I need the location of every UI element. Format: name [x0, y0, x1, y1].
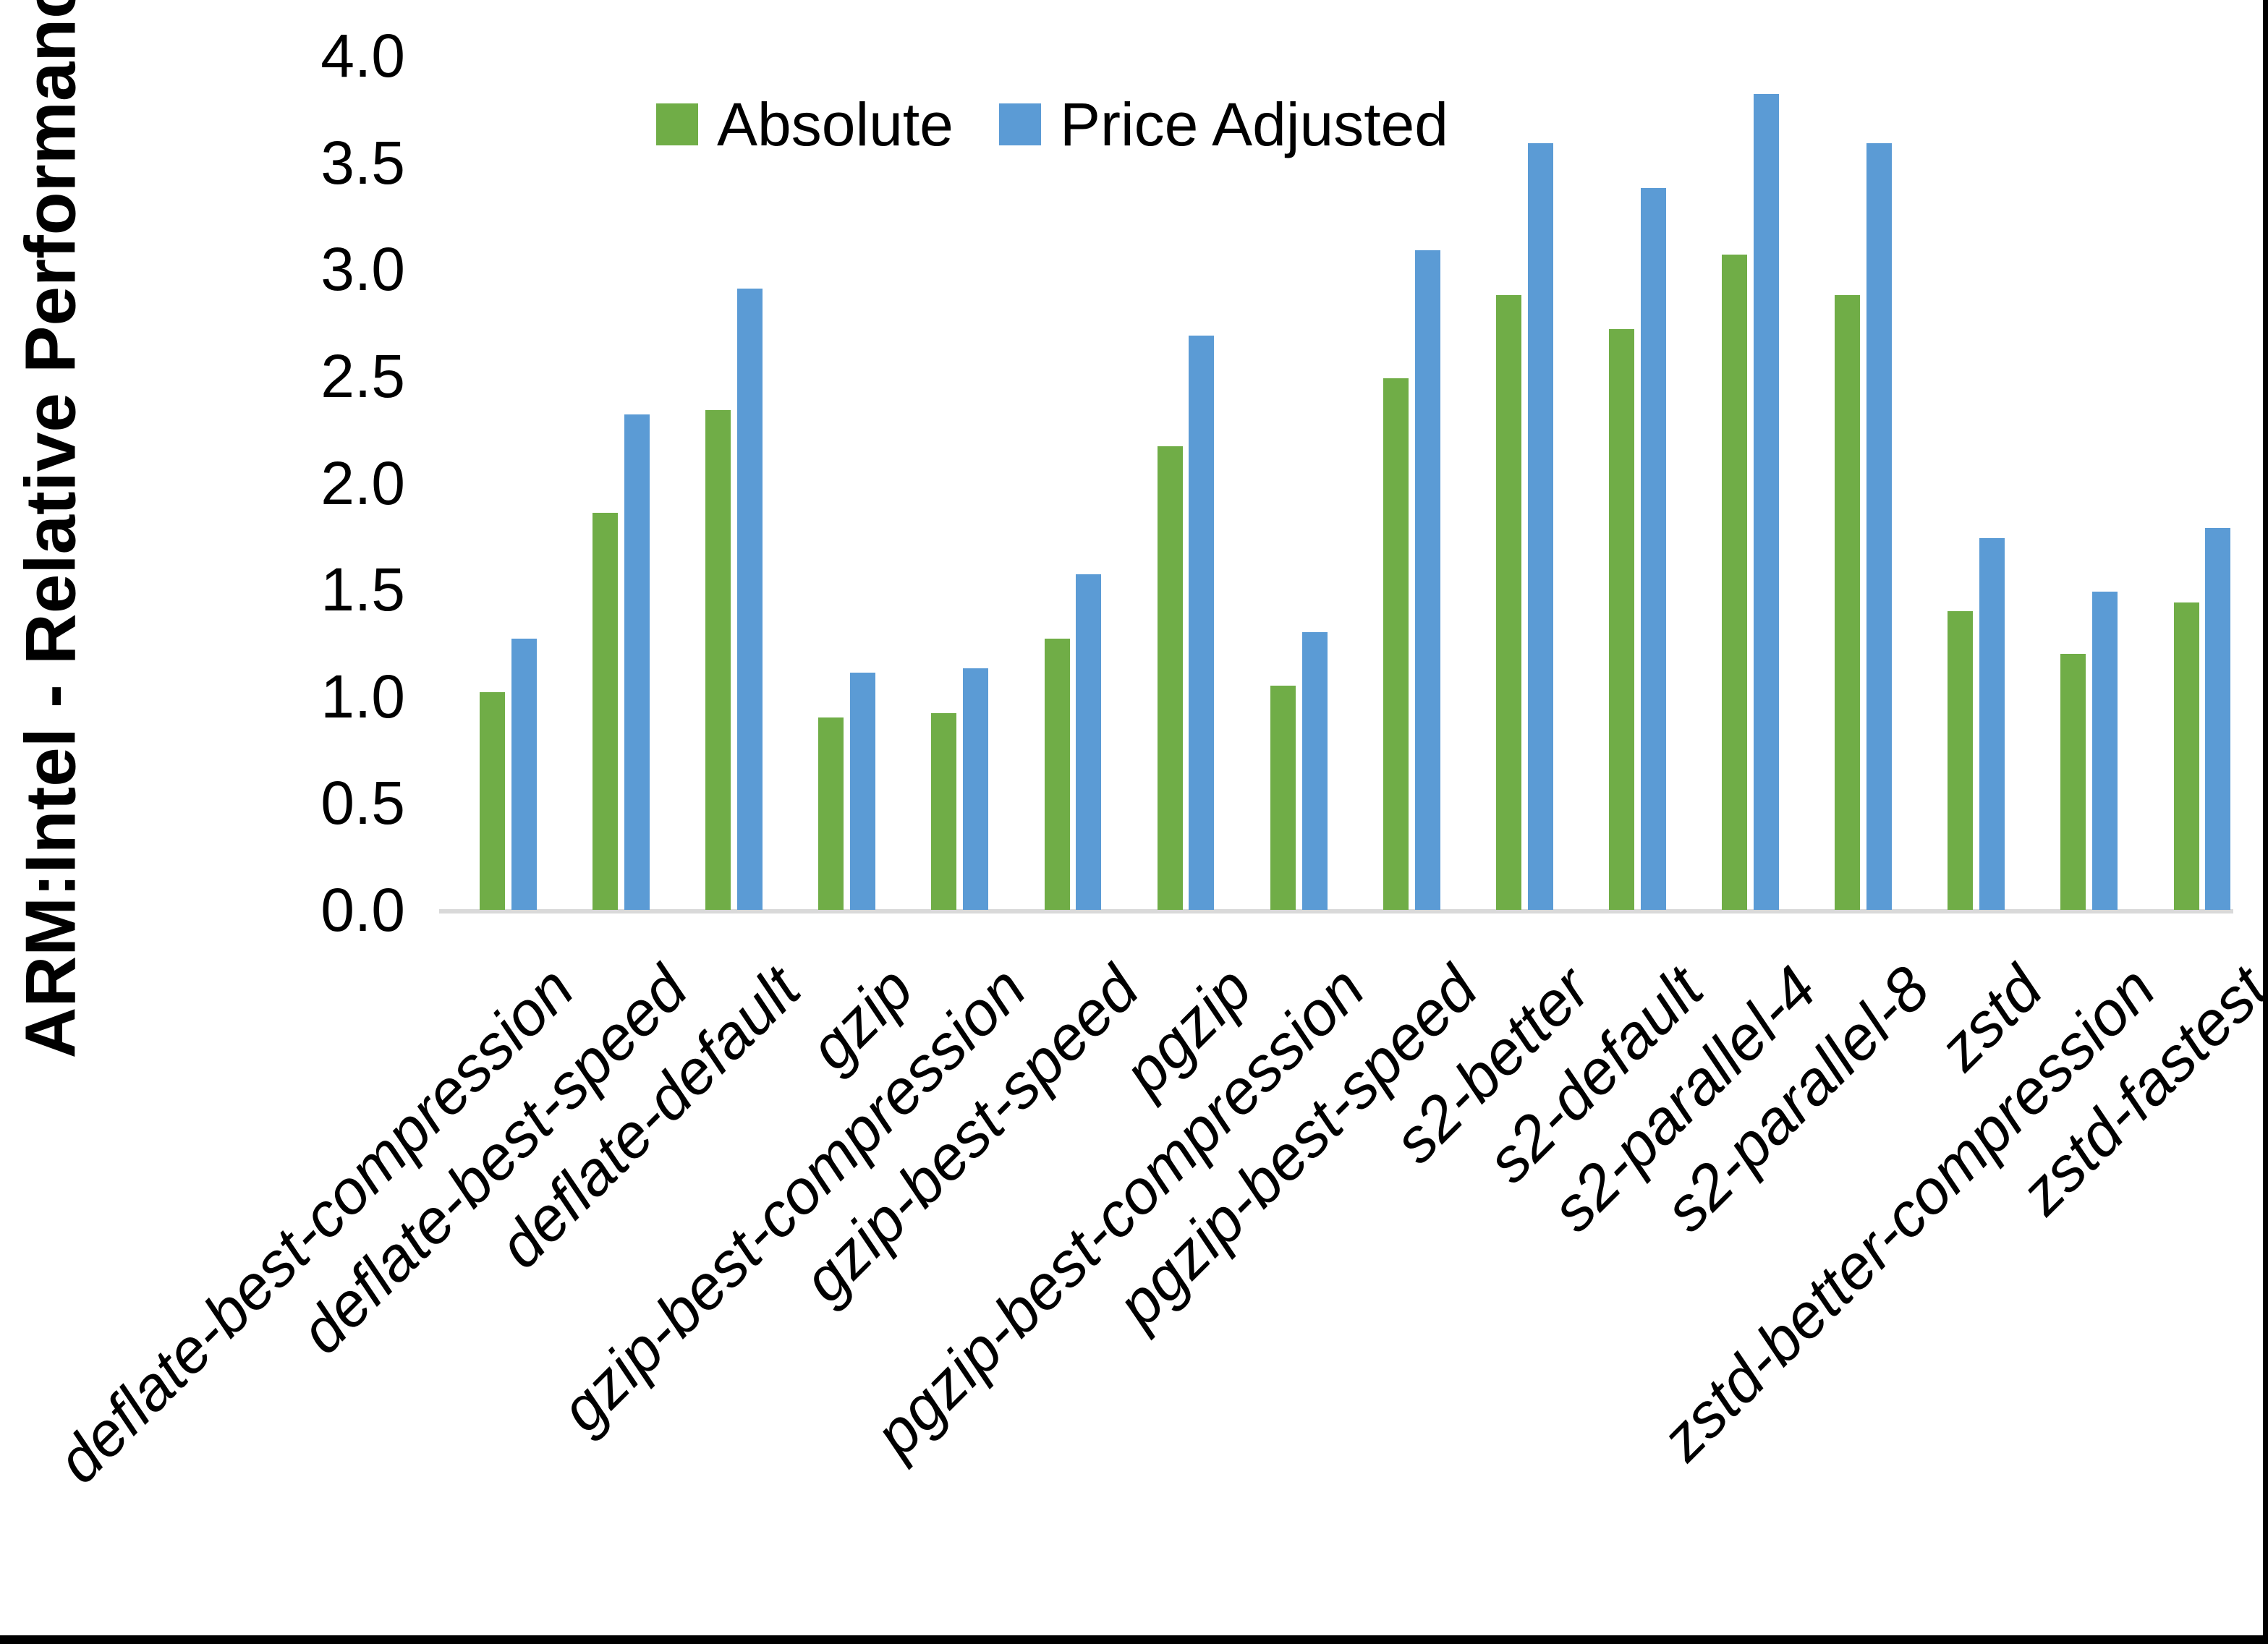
- bar-price-adjusted-s2-parallel-8: [1866, 143, 1892, 910]
- bar-absolute-zstd-better-compression: [2060, 653, 2086, 910]
- bar-price-adjusted-s2-parallel-4: [1753, 94, 1779, 910]
- y-tick-label: 4.0: [320, 22, 405, 90]
- legend-item-absolute: Absolute: [656, 94, 954, 155]
- bar-absolute-s2-better: [1495, 294, 1521, 910]
- y-tick-label: 2.5: [320, 341, 405, 410]
- bar-price-adjusted-zstd-fastest: [2205, 527, 2231, 910]
- bar-price-adjusted-deflate-best-compression: [511, 639, 537, 910]
- bar-price-adjusted-deflate-best-speed: [624, 414, 650, 910]
- x-axis-line: [439, 909, 2233, 913]
- window-border-right: [2263, 0, 2268, 1644]
- legend-swatch-price-adjusted-icon: [999, 103, 1041, 145]
- bar-price-adjusted-gzip: [850, 673, 876, 910]
- bar-price-adjusted-deflate-default: [737, 288, 763, 910]
- y-tick-label: 0.0: [320, 876, 405, 944]
- bar-absolute-deflate-best-speed: [593, 512, 619, 910]
- bar-price-adjusted-pgzip-best-speed: [1414, 250, 1440, 910]
- bar-absolute-zstd: [1948, 610, 1974, 910]
- bar-absolute-deflate-best-compression: [480, 691, 505, 910]
- bar-price-adjusted-pgzip-best-compression: [1301, 632, 1328, 910]
- bar-absolute-gzip-best-compression: [931, 713, 957, 910]
- bar-absolute-pgzip-best-compression: [1270, 685, 1296, 910]
- legend-label-price-adjusted: Price Adjusted: [1060, 90, 1448, 158]
- bar-absolute-s2-default: [1609, 328, 1634, 910]
- bar-absolute-deflate-default: [705, 410, 731, 910]
- legend-swatch-absolute-icon: [656, 103, 698, 145]
- y-tick-label: 3.5: [320, 128, 405, 197]
- y-tick-label: 1.0: [320, 662, 405, 731]
- bar-price-adjusted-s2-default: [1640, 188, 1666, 910]
- y-tick-label: 1.5: [320, 555, 405, 624]
- bar-absolute-s2-parallel-4: [1722, 254, 1748, 910]
- bar-price-adjusted-zstd-better-compression: [2092, 592, 2118, 910]
- bar-price-adjusted-gzip-best-compression: [963, 668, 989, 910]
- y-tick-label: 0.5: [320, 769, 405, 838]
- bar-price-adjusted-zstd: [1979, 538, 2005, 910]
- y-tick-label: 3.0: [320, 235, 405, 304]
- bar-absolute-gzip-best-speed: [1044, 639, 1070, 910]
- bar-absolute-gzip: [818, 717, 844, 910]
- bar-absolute-pgzip: [1157, 446, 1183, 910]
- bar-absolute-pgzip-best-speed: [1383, 378, 1409, 910]
- bar-absolute-s2-parallel-8: [1835, 294, 1861, 910]
- bar-price-adjusted-pgzip: [1189, 335, 1215, 910]
- window-border-bottom: [0, 1635, 2268, 1644]
- bar-price-adjusted-s2-better: [1527, 143, 1553, 910]
- y-tick-label: 2.0: [320, 448, 405, 517]
- legend-item-price-adjusted: Price Adjusted: [999, 94, 1448, 155]
- y-axis-title: ARM:Intel - Relative Performance: [10, 0, 90, 1059]
- legend-label-absolute: Absolute: [717, 90, 954, 158]
- bar-price-adjusted-gzip-best-speed: [1076, 574, 1102, 910]
- bar-absolute-zstd-fastest: [2173, 602, 2199, 910]
